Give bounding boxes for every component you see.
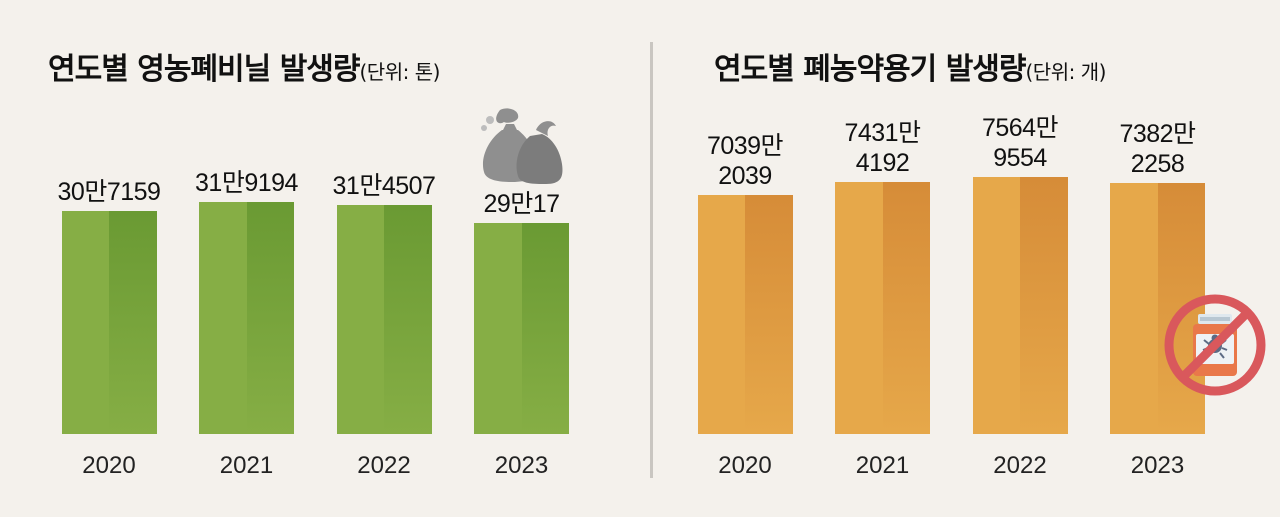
data-label-2020: 30만7159 <box>57 177 161 206</box>
bar-2020 <box>61 210 157 434</box>
chart-title: 연도별 폐농약용기 발생량(단위: 개) <box>714 44 1106 88</box>
bar-shade <box>882 181 930 434</box>
bar-shade <box>109 210 157 434</box>
chart-title-main: 연도별 폐농약용기 발생량 <box>714 52 1026 87</box>
x-tick-2023: 2023 <box>494 452 549 479</box>
trash-bag-icon <box>481 108 563 184</box>
bar-2022 <box>336 205 432 434</box>
bar-2021 <box>835 181 930 434</box>
bar-shade <box>246 202 294 434</box>
x-tick-2022: 2022 <box>993 452 1047 479</box>
data-label-2022: 31만4507 <box>332 172 436 201</box>
chart-title: 연도별 영농폐비닐 발생량(단위: 톤) <box>48 44 440 88</box>
pesticide-chart-panel: 연도별 폐농약용기 발생량(단위: 개) 7039만 2039 2020 7431만… <box>660 0 1280 517</box>
chart-unit-note: (단위: 개) <box>1025 60 1107 84</box>
no-pesticide-icon <box>1164 294 1266 396</box>
chart-unit-note: (단위: 톤) <box>359 60 441 84</box>
bar-shade <box>384 205 432 434</box>
bar-2020 <box>697 194 793 434</box>
chart-title-main: 연도별 영농폐비닐 발생량 <box>48 52 360 87</box>
x-tick-2022: 2022 <box>357 452 411 479</box>
bar-2022 <box>972 177 1068 434</box>
vinyl-chart-panel: 연도별 영농폐비닐 발생량(단위: 톤) 30만7159 2020 31만9194 2… <box>48 44 569 479</box>
bar-2023 <box>474 223 569 434</box>
bar-shade <box>521 223 569 434</box>
data-label-2020: 7039만 2039 <box>706 131 784 190</box>
bar-shade <box>1020 177 1068 434</box>
panel-divider <box>650 42 653 478</box>
bar-shade <box>745 194 793 434</box>
x-tick-2023: 2023 <box>1130 452 1185 479</box>
x-tick-2021: 2021 <box>855 452 910 479</box>
data-label-2021: 7431만 4192 <box>844 118 921 177</box>
data-label-2023: 29만17 <box>483 190 560 219</box>
data-label-2021: 31만9194 <box>195 169 298 197</box>
data-label-2023: 7382만 2258 <box>1119 120 1196 179</box>
x-tick-2020: 2020 <box>718 452 772 479</box>
bar-2021 <box>199 202 294 434</box>
vinyl-bar-chart: 30만7159 2020 31만9194 2021 31만4507 2022 29만17 20… <box>57 169 569 479</box>
pesticide-bar-chart: 7039만 2039 2020 7431만 4192 2021 7564만 9554 20… <box>660 0 1280 517</box>
data-label-2022: 7564만 9554 <box>981 114 1059 172</box>
x-tick-2020: 2020 <box>82 452 136 479</box>
x-tick-2021: 2021 <box>219 452 274 479</box>
